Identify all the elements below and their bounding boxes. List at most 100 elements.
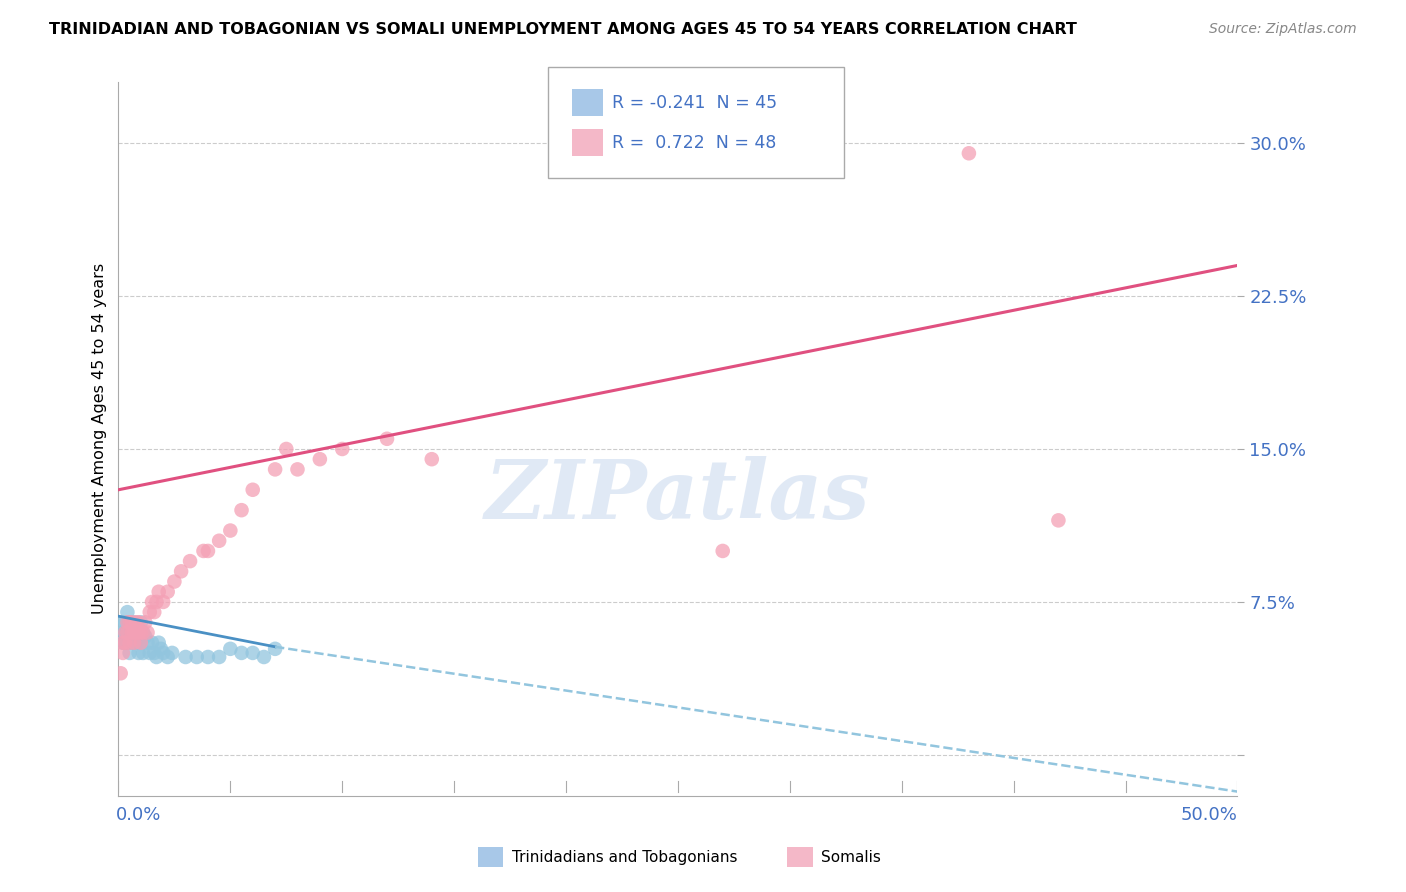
Point <box>156 650 179 665</box>
Point <box>139 605 162 619</box>
Point <box>111 636 134 650</box>
Point <box>111 636 134 650</box>
Point <box>208 650 231 665</box>
Point <box>128 615 150 630</box>
Point <box>242 483 264 497</box>
Point <box>276 442 298 456</box>
Point <box>231 646 253 660</box>
Point <box>152 595 174 609</box>
Point <box>197 650 219 665</box>
Point <box>121 625 143 640</box>
Point <box>121 625 143 640</box>
Point <box>174 650 197 665</box>
Point <box>128 646 150 660</box>
Point <box>163 574 186 589</box>
Point <box>219 641 242 656</box>
Point <box>145 650 167 665</box>
Point <box>125 625 148 640</box>
Point <box>145 595 167 609</box>
Point <box>117 636 139 650</box>
Point <box>156 584 179 599</box>
Point <box>134 630 156 644</box>
Point <box>125 615 148 630</box>
Point <box>118 646 141 660</box>
Point <box>308 452 330 467</box>
Point <box>219 524 242 538</box>
Point <box>118 636 141 650</box>
Point <box>208 533 231 548</box>
Point <box>264 462 287 476</box>
Point <box>118 625 141 640</box>
Point <box>110 666 132 681</box>
Point <box>141 595 163 609</box>
Point <box>132 625 155 640</box>
Point <box>114 636 136 650</box>
Point <box>193 544 215 558</box>
Text: Trinidadians and Tobagonians: Trinidadians and Tobagonians <box>512 850 737 864</box>
Point <box>122 636 145 650</box>
Text: R = -0.241  N = 45: R = -0.241 N = 45 <box>612 94 776 112</box>
Point <box>125 636 148 650</box>
Point <box>122 636 145 650</box>
Point <box>186 650 208 665</box>
Point <box>114 615 136 630</box>
Point <box>134 615 156 630</box>
Point <box>136 625 159 640</box>
Point <box>253 650 276 665</box>
Text: Source: ZipAtlas.com: Source: ZipAtlas.com <box>1209 22 1357 37</box>
Point <box>139 646 162 660</box>
Point <box>117 615 139 630</box>
Point <box>711 544 734 558</box>
Point <box>111 646 134 660</box>
Point <box>136 636 159 650</box>
Point <box>121 636 143 650</box>
Point <box>160 646 183 660</box>
Point <box>141 636 163 650</box>
Point <box>132 646 155 660</box>
Y-axis label: Unemployment Among Ages 45 to 54 years: Unemployment Among Ages 45 to 54 years <box>93 263 107 615</box>
Point <box>1047 513 1070 527</box>
Point <box>117 625 139 640</box>
Point <box>125 630 148 644</box>
Point <box>143 605 166 619</box>
Point <box>118 615 141 630</box>
Point <box>264 641 287 656</box>
Point <box>129 625 152 640</box>
Text: ZIPatlas: ZIPatlas <box>485 456 870 536</box>
Point <box>148 584 170 599</box>
Point <box>231 503 253 517</box>
Point <box>114 636 136 650</box>
Point <box>287 462 309 476</box>
Point <box>128 625 150 640</box>
Point <box>420 452 443 467</box>
Point <box>122 625 145 640</box>
Text: TRINIDADIAN AND TOBAGONIAN VS SOMALI UNEMPLOYMENT AMONG AGES 45 TO 54 YEARS CORR: TRINIDADIAN AND TOBAGONIAN VS SOMALI UNE… <box>49 22 1077 37</box>
Point <box>128 625 150 640</box>
Point <box>152 646 174 660</box>
Point <box>132 625 155 640</box>
Point <box>143 646 166 660</box>
Point <box>242 646 264 660</box>
Point <box>121 615 143 630</box>
Point <box>149 641 172 656</box>
Point <box>122 625 145 640</box>
Text: R =  0.722  N = 48: R = 0.722 N = 48 <box>612 134 776 152</box>
Text: Somalis: Somalis <box>821 850 882 864</box>
Point <box>330 442 353 456</box>
Point <box>129 615 152 630</box>
Point <box>179 554 201 568</box>
Point <box>118 615 141 630</box>
Point <box>114 625 136 640</box>
Point <box>117 625 139 640</box>
Point <box>957 146 980 161</box>
Point <box>197 544 219 558</box>
Point <box>129 636 152 650</box>
Text: 0.0%: 0.0% <box>117 805 162 824</box>
Point <box>170 565 193 579</box>
Point <box>117 605 139 619</box>
Point <box>122 615 145 630</box>
Point <box>129 636 152 650</box>
Point <box>114 625 136 640</box>
Point <box>110 615 132 630</box>
Text: 50.0%: 50.0% <box>1181 805 1237 824</box>
